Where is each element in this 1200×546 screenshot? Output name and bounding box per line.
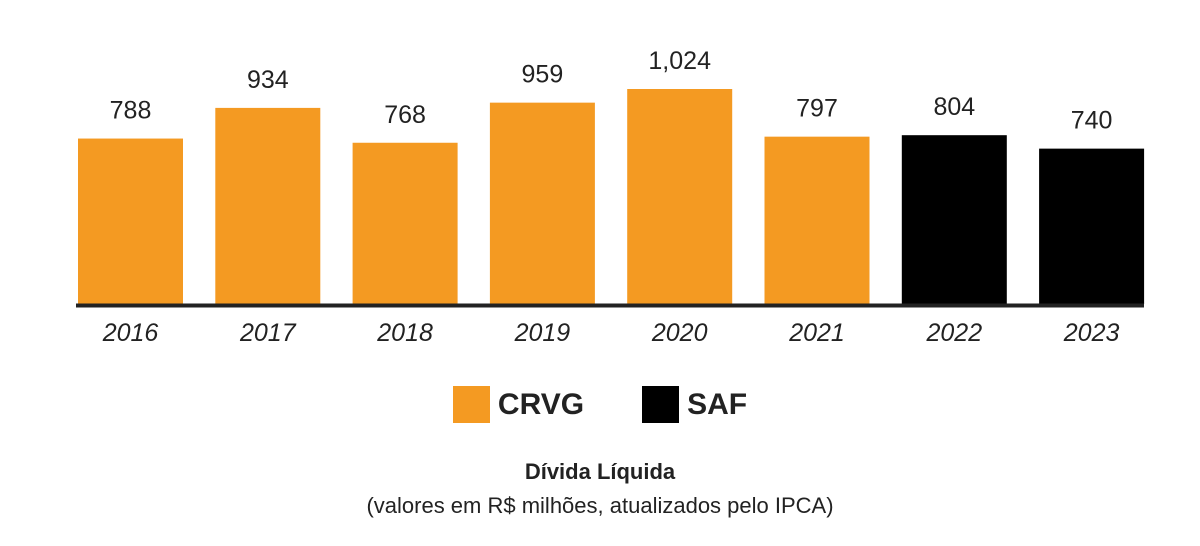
bar-2021 (764, 136, 870, 304)
value-label-2016: 788 (110, 97, 152, 125)
x-tick-label-2021: 2021 (788, 319, 845, 347)
bar-2020 (627, 89, 733, 304)
bar-2019 (489, 102, 595, 304)
x-tick-label-2022: 2022 (925, 319, 982, 347)
value-label-2019: 959 (522, 61, 564, 89)
x-tick-label-2017: 2017 (239, 319, 297, 347)
caption-title: Dívida Líquida (524, 459, 676, 484)
x-tick-label-2020: 2020 (651, 319, 708, 347)
legend-label-crvg: CRVG (497, 387, 585, 421)
x-tick-labels-group: 2016 2017 2018 2019 2020 2021 2022 2023 (102, 319, 1120, 347)
x-tick-label-2019: 2019 (514, 319, 571, 347)
legend: CRVG SAF (0, 386, 1200, 423)
caption-subtitle: (valores em R$ milhões, atualizados pelo… (366, 493, 834, 518)
value-labels-group: 788 934 768 959 1,024 797 804 740 (110, 47, 1113, 135)
bars-group (78, 89, 1145, 304)
x-tick-label-2023: 2023 (1063, 319, 1120, 347)
value-label-2021: 797 (796, 95, 838, 123)
bar-2023 (1039, 148, 1145, 304)
bar-2016 (78, 138, 183, 304)
bar-2022 (901, 135, 1007, 304)
x-tick-label-2016: 2016 (102, 319, 159, 347)
legend-item-saf: SAF (642, 386, 747, 423)
value-label-2020: 1,024 (648, 47, 711, 75)
value-label-2017: 934 (247, 66, 289, 94)
value-label-2018: 768 (384, 101, 426, 129)
legend-swatch-crvg (452, 386, 490, 423)
bar-2018 (352, 142, 458, 304)
legend-swatch-saf (642, 386, 680, 423)
legend-item-crvg: CRVG (452, 386, 585, 423)
legend-label-saf: SAF (687, 387, 748, 421)
value-label-2022: 804 (933, 93, 975, 121)
bar-2017 (215, 107, 321, 304)
x-tick-label-2018: 2018 (376, 319, 433, 347)
value-label-2023: 740 (1071, 107, 1113, 135)
